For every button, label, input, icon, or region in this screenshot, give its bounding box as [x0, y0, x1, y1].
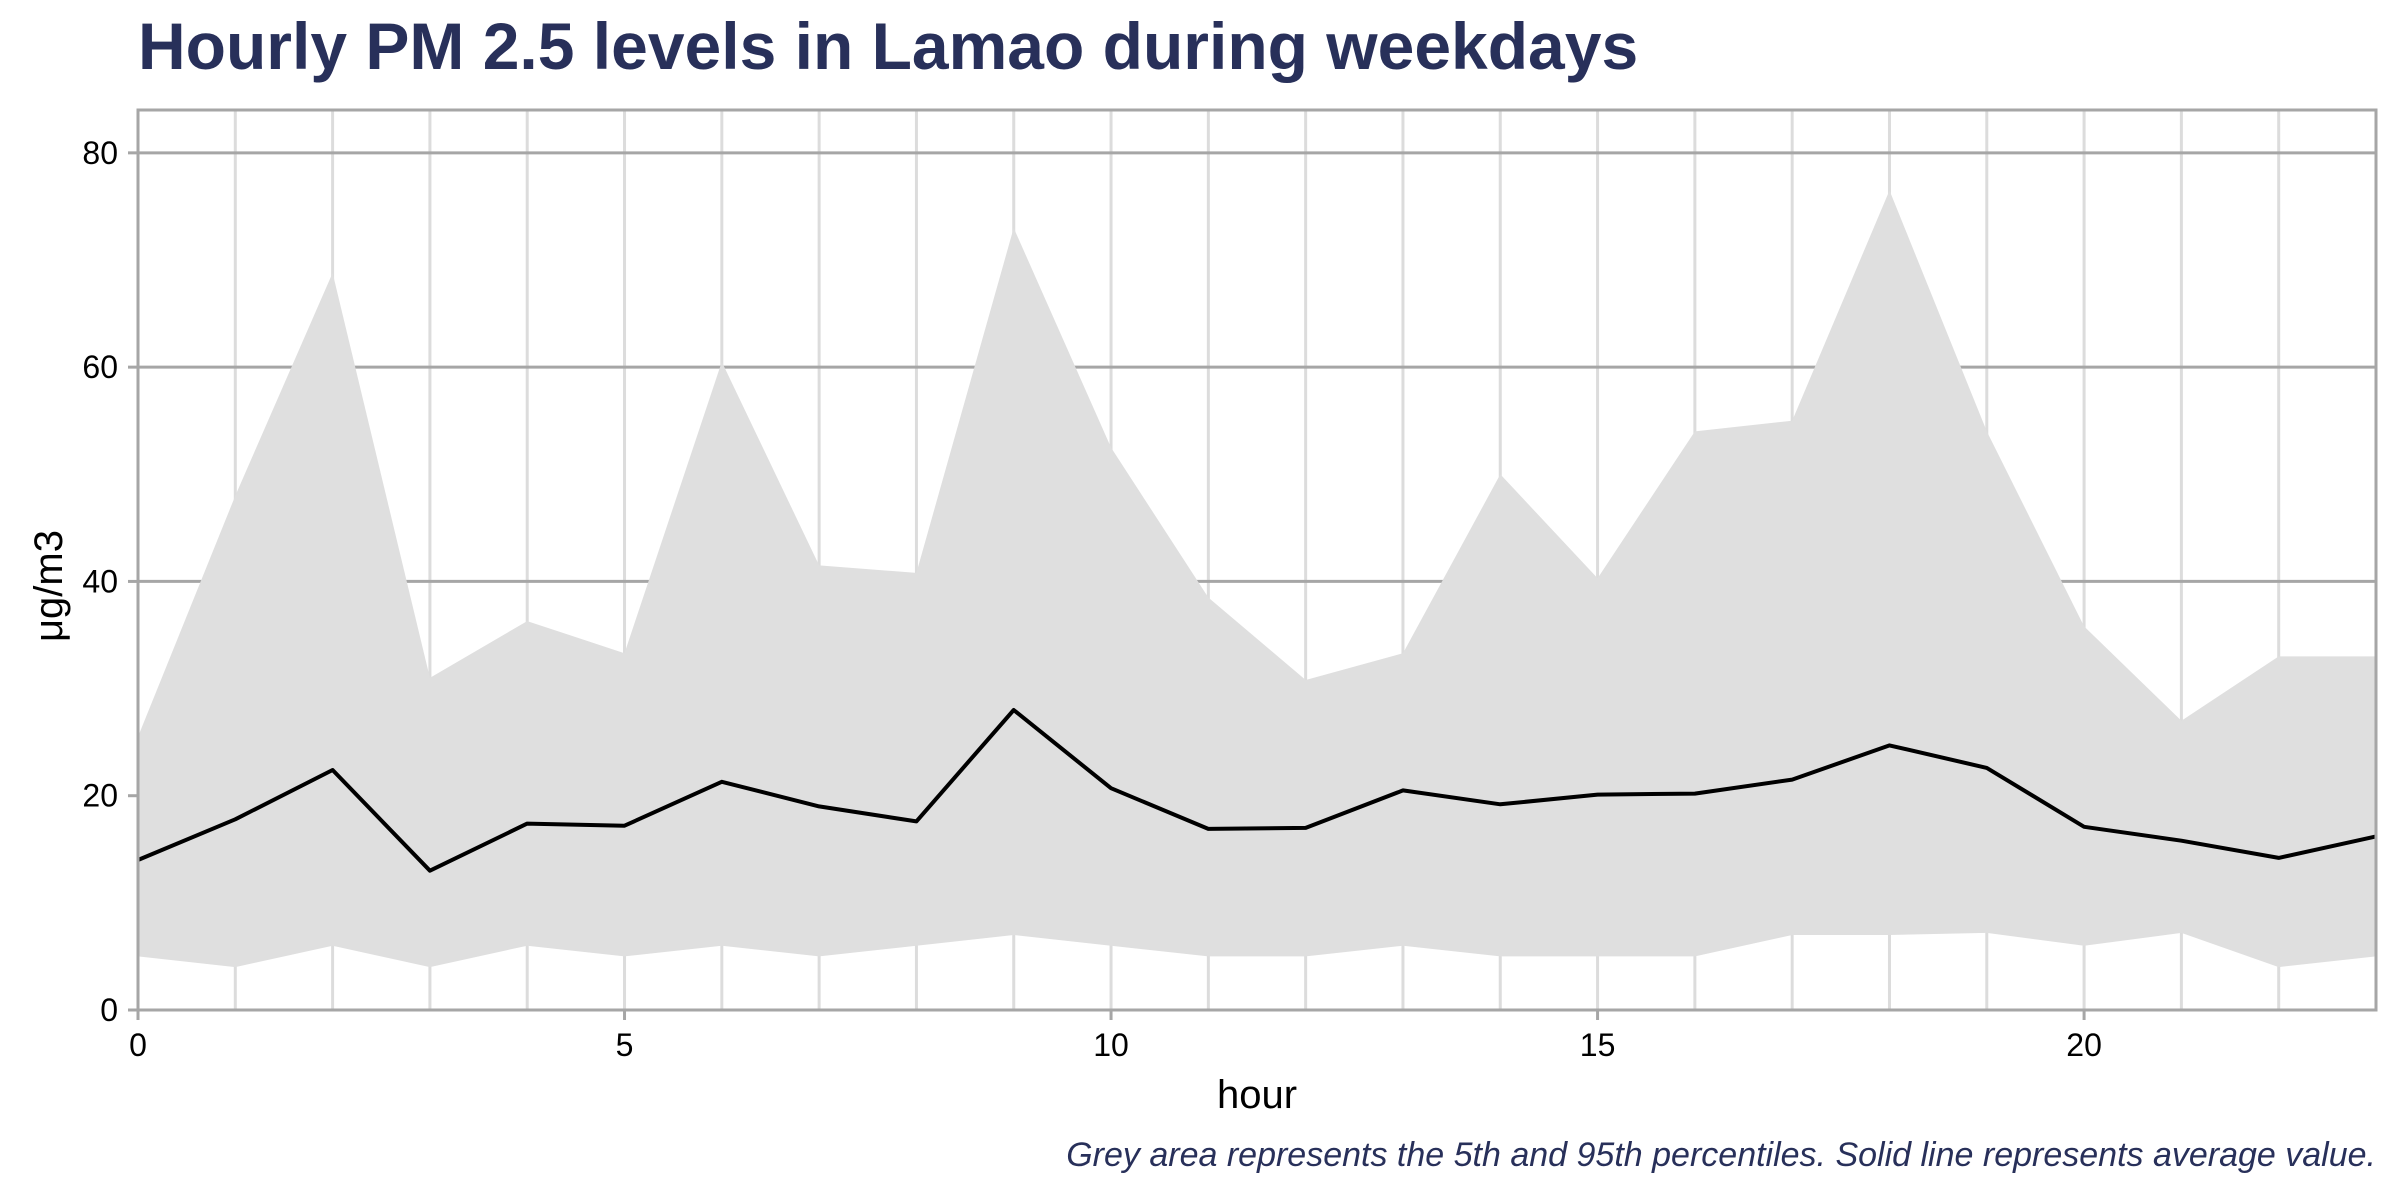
x-tick-label: 20: [2066, 1027, 2102, 1063]
y-tick-label: 60: [82, 349, 118, 385]
x-tick-label: 0: [129, 1027, 147, 1063]
y-tick-label: 80: [82, 135, 118, 171]
y-tick-label: 40: [82, 563, 118, 599]
plot-frame: [136, 108, 2378, 1012]
plot-border: [136, 108, 2378, 1012]
x-tick-label: 15: [1580, 1027, 1616, 1063]
y-axis-title: μg/m3: [27, 530, 71, 642]
x-tick-label: 10: [1093, 1027, 1129, 1063]
axis-ticks: 0 5 10 15 20 0 20 40 60 80: [82, 135, 2101, 1063]
y-tick-label: 20: [82, 778, 118, 814]
chart-caption: Grey area represents the 5th and 95th pe…: [1066, 1136, 2376, 1174]
chart-title: Hourly PM 2.5 levels in Lamao during wee…: [138, 9, 1639, 83]
y-tick-label: 0: [100, 992, 118, 1028]
average-line: [137, 708, 2377, 873]
average-line-layer: [137, 708, 2377, 873]
x-tick-label: 5: [616, 1027, 634, 1063]
x-axis-title: hour: [1217, 1073, 1297, 1117]
